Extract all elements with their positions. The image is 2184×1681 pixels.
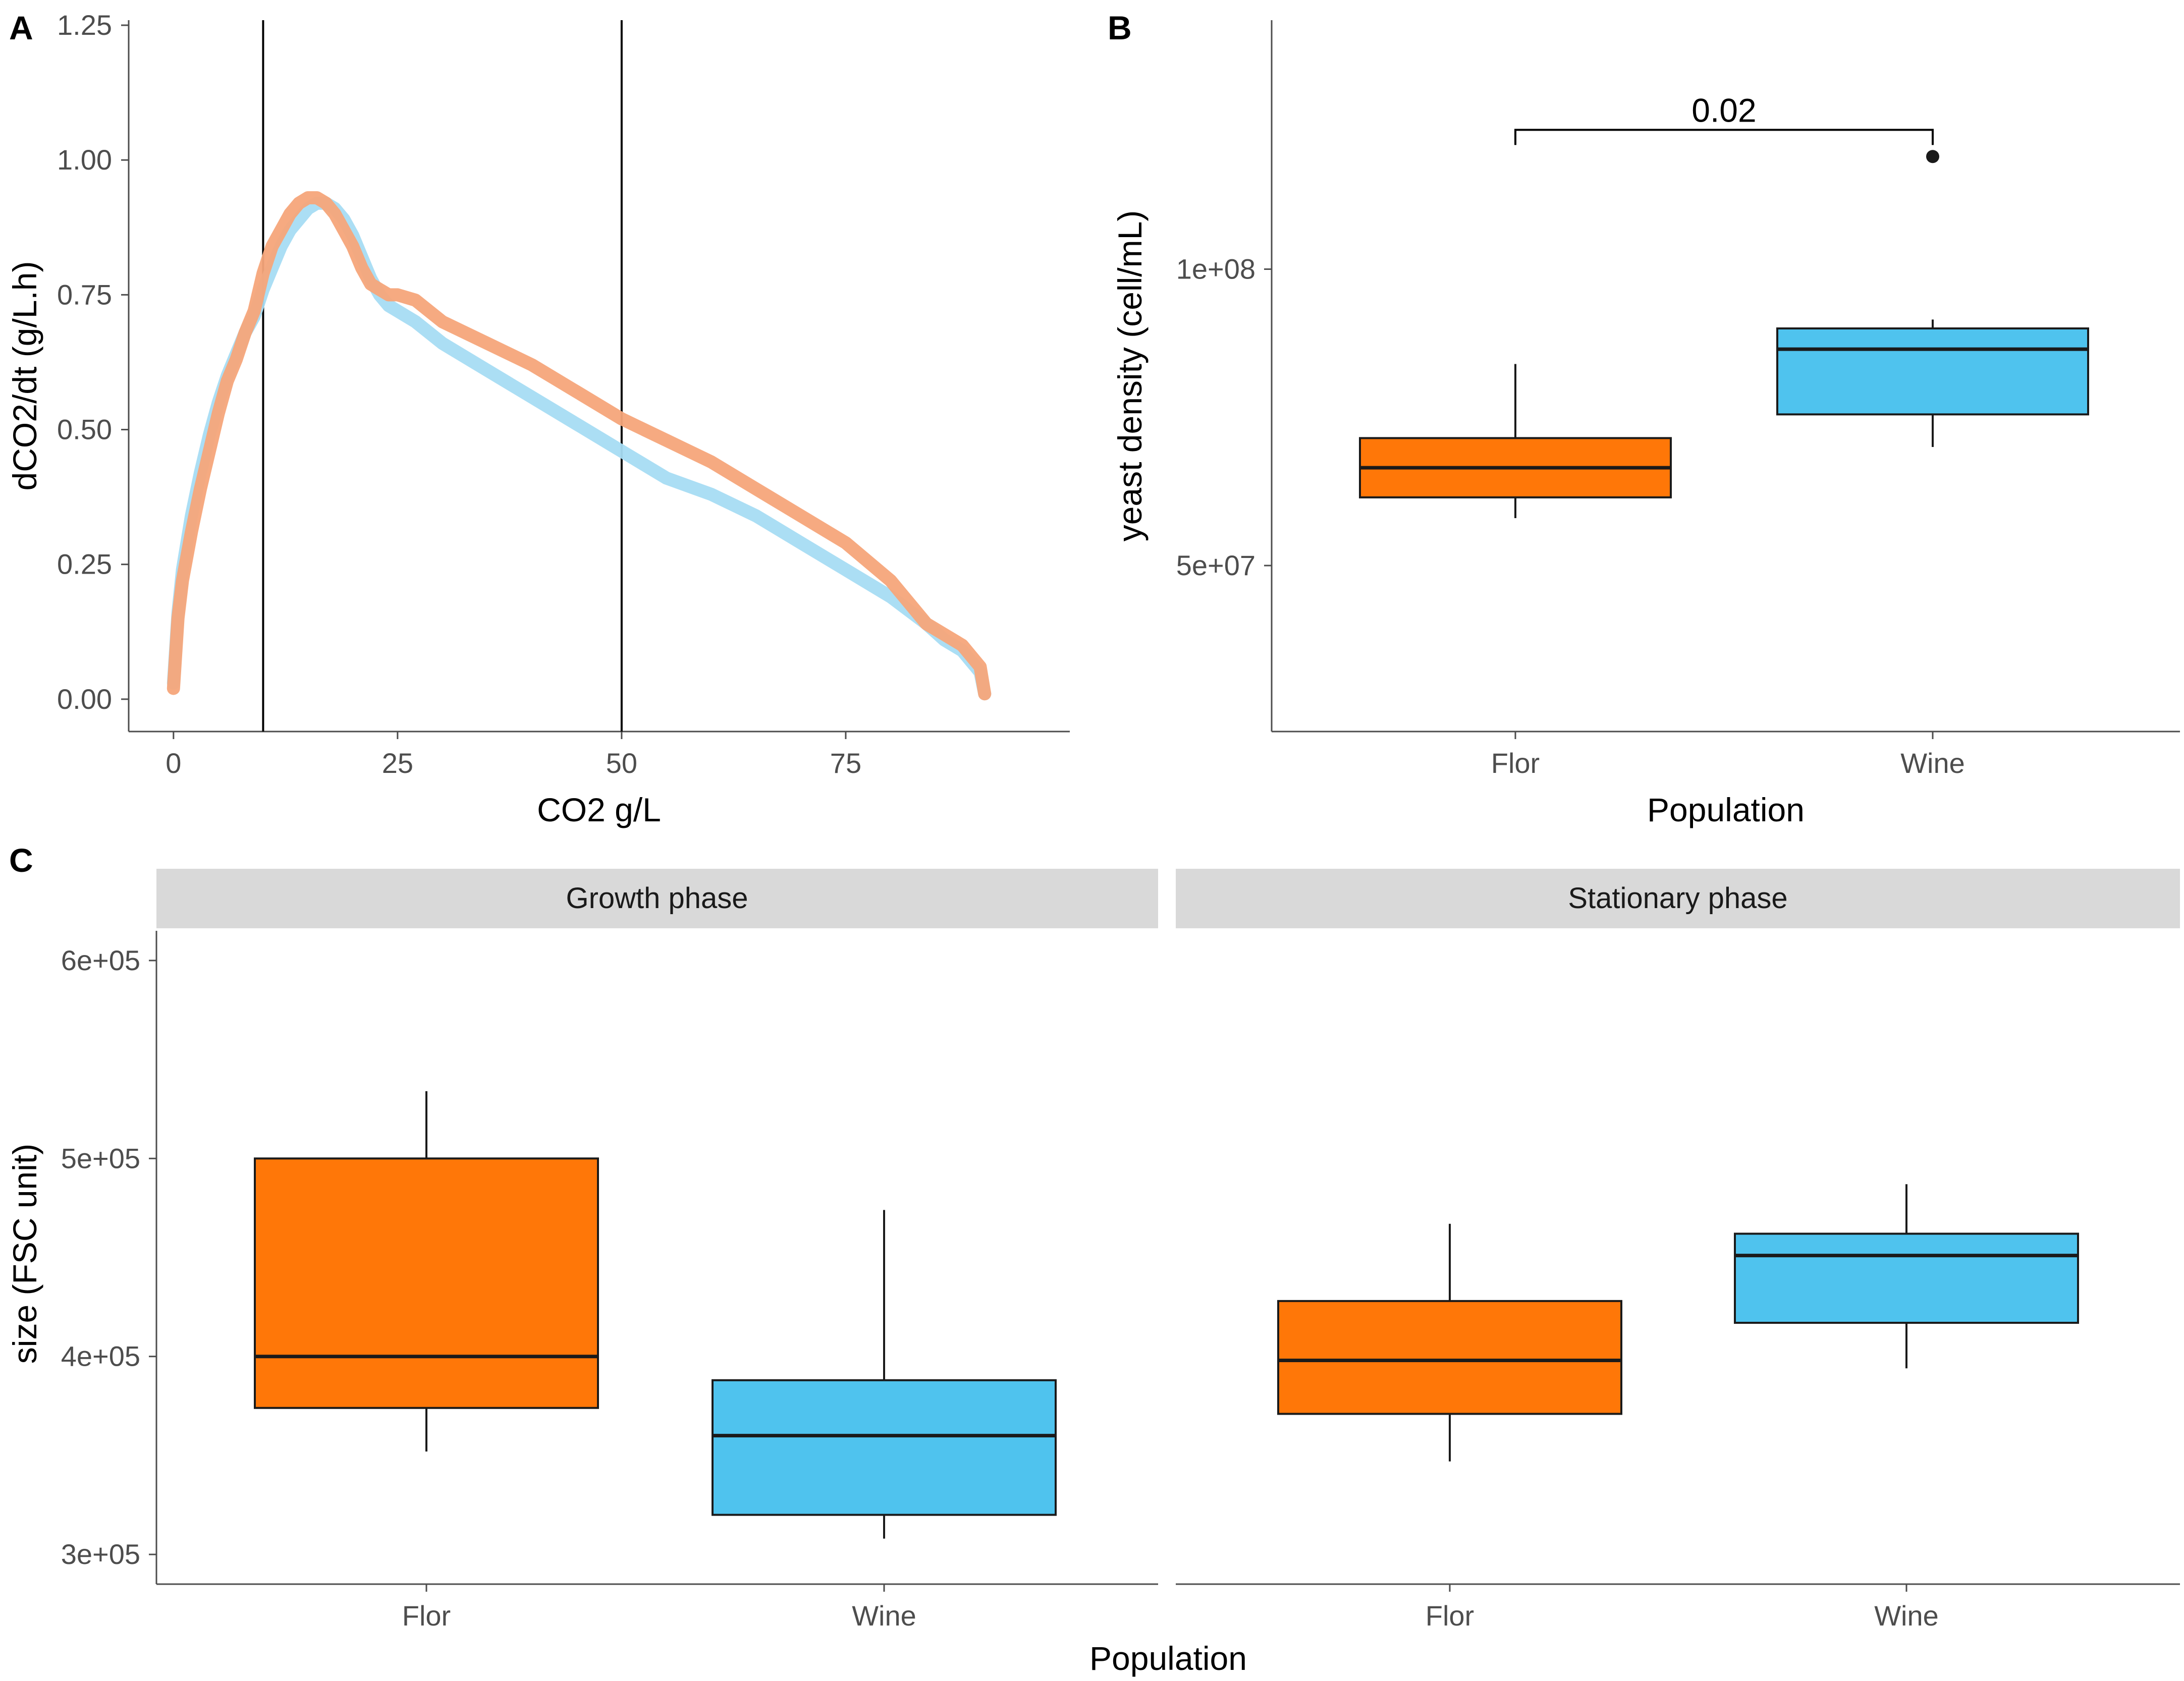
panel-c-boxes	[254, 1091, 2079, 1539]
y-tick-label: 5e+05	[61, 1142, 140, 1174]
stationary-box-flor-box	[1277, 1300, 1622, 1415]
x-tick-label: Flor	[1491, 747, 1540, 779]
y-tick-label: 0.50	[57, 414, 112, 445]
x-tick-label: Wine	[1874, 1600, 1939, 1632]
facet-strip-growth	[156, 869, 1158, 928]
significance-label: 0.02	[1691, 91, 1756, 129]
x-tick-label: 0	[166, 747, 181, 779]
panel-c-x-axis-title: Population	[1089, 1640, 1247, 1677]
panel-b-boxes	[1359, 150, 2089, 518]
facet-label-growth: Growth phase	[566, 882, 748, 915]
x-tick-label: Flor	[1426, 1600, 1474, 1632]
panel-c-y-ticks: 3e+05 4e+05 5e+05 6e+05	[61, 944, 156, 1570]
panel-a-series	[167, 191, 992, 701]
y-tick-label: 3e+05	[61, 1538, 140, 1570]
x-tick-label: 75	[830, 747, 861, 779]
facet-label-stationary: Stationary phase	[1568, 882, 1787, 915]
growth-box-flor-box	[254, 1157, 599, 1409]
x-tick-label: 50	[606, 747, 637, 779]
box-wine-outlier	[1926, 150, 1939, 163]
panel-c-y-axis-title: size (FSC unit)	[6, 1144, 43, 1364]
panel-a-y-ticks: 0.00 0.25 0.50 0.75 1.00 1.25	[57, 9, 129, 715]
panel-a-line-chart: A 0.00 0.25 0.50 0.75 1.00 1.25 0 25 50 75 CO2 g…	[6, 9, 1070, 828]
y-tick-label: 1e+08	[1176, 253, 1255, 285]
y-tick-label: 1.00	[57, 144, 112, 176]
growth-box-wine-box	[712, 1379, 1057, 1516]
y-tick-label: 4e+05	[61, 1340, 140, 1372]
panel-letter-a: A	[9, 9, 33, 46]
panel-b-boxplot: B 5e+07 1e+08 Flor Wine 0.02 Population ye…	[1108, 9, 2180, 828]
x-tick-label: 25	[382, 747, 413, 779]
series-line-wine	[167, 196, 992, 701]
panel-c-faceted-boxplot: C Growth phase Stationary phase 3e+05 4e+…	[6, 842, 2180, 1677]
panel-b-y-ticks: 5e+07 1e+08	[1176, 253, 1272, 581]
panel-b-x-ticks: Flor Wine	[1491, 732, 1965, 779]
series-line-flor	[167, 191, 992, 701]
panel-letter-c: C	[9, 842, 33, 879]
y-tick-label: 0.25	[57, 548, 112, 580]
panel-letter-b: B	[1108, 9, 1132, 46]
stationary-box-wine-box	[1734, 1232, 2079, 1324]
y-tick-label: 0.75	[57, 278, 112, 310]
facet-strip-stationary	[1176, 869, 2180, 928]
y-tick-label: 5e+07	[1176, 549, 1255, 581]
panel-b-x-axis-title: Population	[1647, 791, 1805, 828]
panel-c-x-ticks: Flor Wine Flor Wine	[402, 1584, 1939, 1632]
panel-b-significance: 0.02	[1514, 91, 1934, 145]
panel-a-y-axis-title: dCO2/dt (g/L.h)	[6, 261, 43, 491]
box-wine-box	[1776, 327, 2089, 416]
x-tick-label: Wine	[852, 1600, 916, 1632]
significance-bracket	[1514, 129, 1934, 145]
y-tick-label: 1.25	[57, 9, 112, 41]
panel-a-x-ticks: 0 25 50 75	[166, 732, 861, 779]
x-tick-label: Wine	[1900, 747, 1965, 779]
panel-a-x-axis-title: CO2 g/L	[537, 791, 661, 828]
y-tick-label: 0.00	[57, 683, 112, 715]
y-tick-label: 6e+05	[61, 944, 140, 976]
x-tick-label: Flor	[402, 1600, 451, 1632]
panel-a-reference-lines	[262, 20, 623, 732]
panel-b-y-axis-title: yeast density (cell/mL)	[1111, 210, 1149, 542]
